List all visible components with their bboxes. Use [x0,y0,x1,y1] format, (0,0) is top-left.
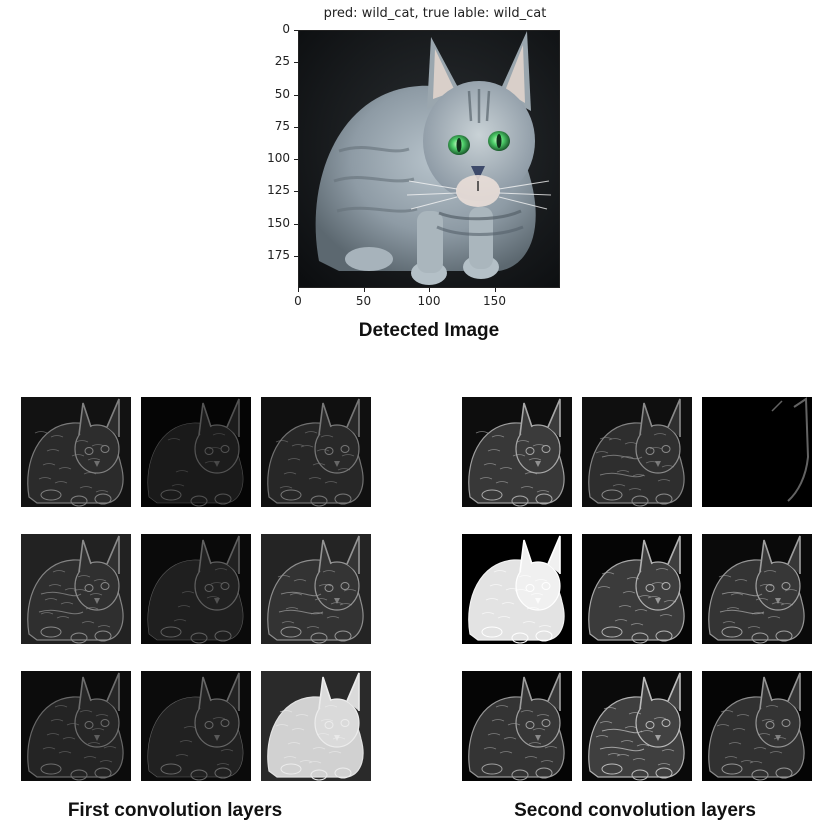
second-conv-feature-map [582,397,692,507]
first-conv-layers-grid [21,397,373,781]
second-conv-feature-map [462,534,572,644]
first-conv-feature-map [141,534,251,644]
y-tick-label: 0 [282,22,290,36]
y-tick-mark [294,255,298,257]
y-tick-label: 100 [267,151,290,165]
x-tick-label: 150 [483,294,506,308]
x-tick-mark [494,288,496,292]
second-conv-caption: Second convolution layers [514,800,756,821]
second-conv-feature-map [702,671,812,781]
first-conv-feature-map [21,397,131,507]
first-conv-caption: First convolution layers [67,800,283,821]
y-tick-label: 75 [274,118,290,133]
y-tick-mark [294,126,298,128]
detected-image [298,30,560,288]
first-conv-feature-map [141,671,251,781]
second-conv-feature-map [702,397,812,507]
second-conv-layers-grid [462,397,814,781]
x-tick-label: 0 [294,294,302,308]
second-conv-feature-map [462,671,572,781]
detected-image-caption: Detected Image [358,320,500,341]
y-tick-mark [294,94,298,96]
x-tick-mark [298,288,299,292]
x-tick-label: 100 [417,294,441,308]
x-tick-mark [429,288,430,292]
first-conv-feature-map [261,397,371,507]
first-conv-feature-map [141,397,251,507]
first-conv-feature-map [21,671,131,781]
y-tick-mark [294,191,298,193]
y-tick-label: 175 [267,247,290,262]
first-conv-feature-map [21,534,131,644]
x-tick-mark [363,288,365,292]
plot-title: pred: wild_cat, true lable: wild_cat [323,6,547,21]
y-tick-mark [294,159,298,160]
second-conv-feature-map [702,534,812,644]
first-conv-feature-map [261,671,371,781]
y-tick-label: 125 [267,183,290,198]
second-conv-feature-map [582,671,692,781]
cat-photo [299,31,559,287]
y-tick-mark [294,30,298,31]
y-tick-mark [294,62,298,64]
second-conv-feature-map [582,534,692,644]
x-tick-label: 50 [355,294,372,308]
y-tick-label: 25 [274,54,290,69]
second-conv-feature-map [462,397,572,507]
first-conv-feature-map [261,534,371,644]
y-tick-mark [294,223,298,225]
y-tick-label: 50 [274,86,290,101]
y-tick-label: 150 [267,215,290,230]
